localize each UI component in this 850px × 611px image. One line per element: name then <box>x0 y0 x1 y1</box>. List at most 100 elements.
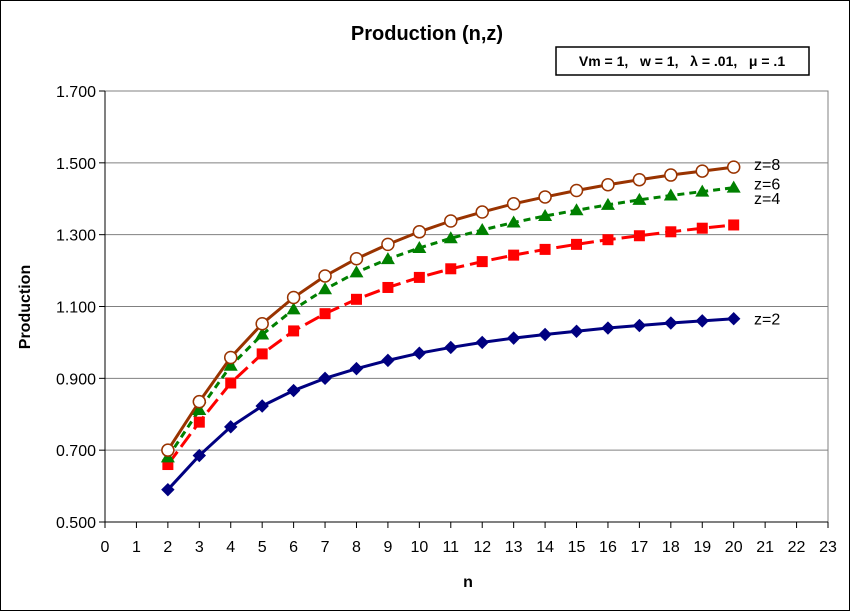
data-point-z=4 <box>382 281 394 293</box>
data-point-z=8 <box>318 269 332 283</box>
x-tick-label: 17 <box>630 539 648 556</box>
x-tick-label: 12 <box>473 539 491 556</box>
data-point-z=6 <box>443 231 458 244</box>
x-tick-label: 6 <box>289 539 298 556</box>
data-point-z=6 <box>663 188 678 201</box>
data-point-z=8 <box>569 183 584 198</box>
data-point-z=2 <box>726 312 741 326</box>
data-point-z=8 <box>412 225 427 239</box>
data-point-z=2 <box>569 324 584 338</box>
x-tick-label: 5 <box>258 539 267 556</box>
y-tick-label: 0.700 <box>56 443 96 460</box>
x-tick-label: 22 <box>788 539 806 556</box>
data-point-z=6 <box>349 265 364 278</box>
data-point-z=8 <box>223 350 238 365</box>
data-point-z=2 <box>381 353 395 368</box>
data-point-z=6 <box>726 180 741 193</box>
data-point-z=6 <box>255 327 270 340</box>
series-label-z=2: z=2 <box>754 312 780 329</box>
x-tick-label: 10 <box>410 539 428 556</box>
x-tick-label: 11 <box>442 539 459 556</box>
data-point-z=4 <box>319 308 331 320</box>
x-tick-label: 9 <box>383 539 392 556</box>
data-point-z=6 <box>380 252 395 265</box>
data-point-z=4 <box>225 377 237 389</box>
data-point-z=2 <box>664 316 678 330</box>
data-point-z=8 <box>286 290 301 305</box>
data-point-z=4 <box>633 230 645 242</box>
data-point-z=8 <box>475 205 489 219</box>
x-tick-label: 8 <box>352 539 361 556</box>
data-point-z=6 <box>569 203 584 216</box>
data-point-z=4 <box>288 325 300 337</box>
data-point-z=4 <box>193 416 205 428</box>
x-tick-label: 13 <box>505 539 523 556</box>
x-tick-label: 19 <box>693 539 711 556</box>
data-point-z=2 <box>286 383 301 398</box>
data-point-z=8 <box>601 177 615 192</box>
data-point-z=2 <box>695 314 709 328</box>
data-point-z=6 <box>695 184 710 197</box>
y-tick-label: 1.500 <box>56 156 96 173</box>
data-point-z=2 <box>412 346 427 360</box>
y-tick-label: 1.700 <box>56 84 96 101</box>
data-point-z=6 <box>412 240 427 253</box>
series-labels: z=2 z=4z=6 z=8 <box>754 157 780 329</box>
data-point-z=4 <box>728 219 740 231</box>
x-tick-label: 23 <box>819 539 837 556</box>
y-tick-label: 0.900 <box>56 371 96 388</box>
x-tick-label: 15 <box>568 539 586 556</box>
data-point-z=8 <box>192 394 207 409</box>
x-tick-label: 7 <box>321 539 330 556</box>
data-point-z=2 <box>632 318 647 333</box>
series-label-z=4: z=4 <box>754 191 780 208</box>
data-point-z=4 <box>539 243 551 255</box>
x-tick-label: 0 <box>101 539 110 556</box>
y-tick-label: 1.300 <box>56 228 96 245</box>
chart-title: Production (n,z) <box>351 23 503 45</box>
y-axis-title: Production <box>17 265 34 349</box>
data-point-z=2 <box>161 482 175 497</box>
y-tick-label: 1.100 <box>56 300 96 317</box>
x-tick-label: 2 <box>163 539 172 556</box>
data-point-z=6 <box>475 222 490 235</box>
data-point-z=8 <box>255 316 269 331</box>
data-point-z=4 <box>665 226 677 238</box>
data-point-z=2 <box>506 331 521 345</box>
data-point-z=8 <box>726 160 741 174</box>
x-tick-label: 20 <box>725 539 743 556</box>
parameter-annotation: Vm = 1, w = 1, λ = .01, μ = .1 <box>579 53 785 69</box>
parameter-box <box>555 46 810 76</box>
x-axis-title: n <box>463 574 473 591</box>
data-point-z=2 <box>349 361 364 376</box>
data-point-z=8 <box>161 443 175 457</box>
data-point-z=6 <box>632 192 647 205</box>
data-point-z=8 <box>381 237 395 252</box>
data-point-z=2 <box>255 399 269 413</box>
x-tick-label: 3 <box>195 539 204 556</box>
data-point-z=8 <box>632 172 647 187</box>
data-point-z=8 <box>444 214 458 228</box>
series-label-z=6: z=6 <box>754 177 780 194</box>
data-point-z=4 <box>256 348 268 360</box>
data-point-z=2 <box>224 420 238 434</box>
data-point-z=6 <box>192 402 207 415</box>
data-point-z=4 <box>413 271 425 283</box>
data-point-z=4 <box>476 256 488 268</box>
data-point-z=6 <box>600 197 615 210</box>
data-point-z=4 <box>571 238 583 250</box>
data-point-z=2 <box>444 340 458 355</box>
x-tick-label: 1 <box>132 539 141 556</box>
data-point-z=6 <box>318 282 333 295</box>
data-point-z=8 <box>506 197 521 211</box>
data-point-z=8 <box>349 251 364 266</box>
data-point-z=2 <box>475 335 489 350</box>
y-tick-label: 0.500 <box>56 515 96 532</box>
x-tick-label: 18 <box>662 539 680 556</box>
series <box>160 160 741 497</box>
data-point-z=4 <box>508 249 520 261</box>
data-point-z=2 <box>192 448 207 463</box>
